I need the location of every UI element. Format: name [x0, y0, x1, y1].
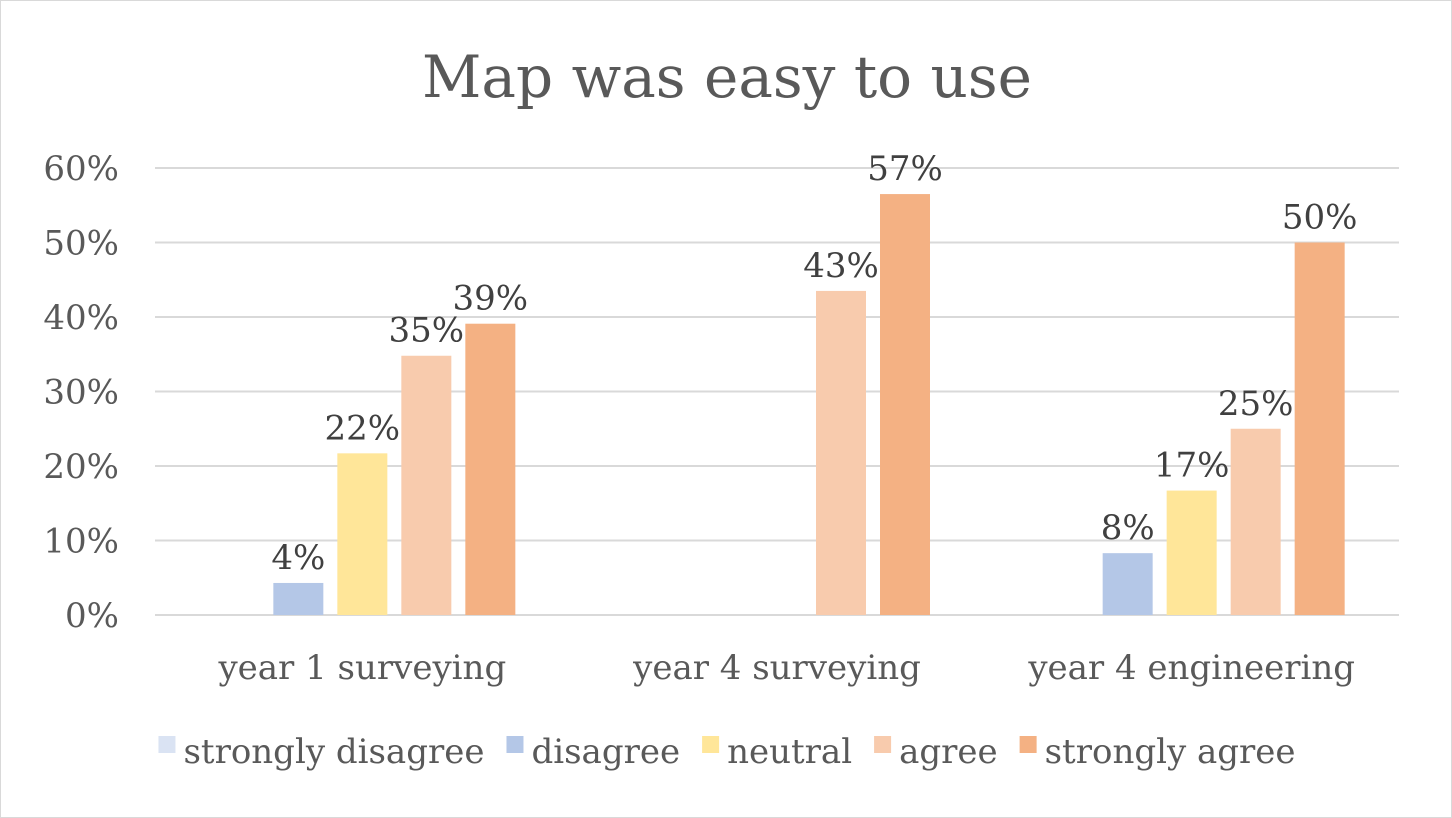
bars	[273, 194, 1345, 615]
legend-label: disagree	[531, 732, 680, 772]
x-category-label: year 4 engineering	[1027, 648, 1355, 688]
legend-swatch	[1019, 736, 1037, 753]
bar-neutral	[337, 453, 388, 615]
data-label: 50%	[1282, 198, 1358, 238]
data-label: 57%	[867, 149, 943, 189]
bar-agree	[401, 355, 452, 615]
bar-neutral	[1166, 490, 1217, 615]
bar-agree	[816, 290, 866, 615]
legend-swatch	[874, 736, 892, 753]
data-label: 8%	[1101, 508, 1155, 548]
y-tick-label: 60%	[43, 149, 119, 189]
legend-swatch	[702, 736, 720, 753]
bar-strongly-agree	[880, 194, 930, 615]
data-label: 35%	[389, 311, 465, 351]
legend-item: strongly agree	[1019, 732, 1296, 772]
chart-title: Map was easy to use	[422, 43, 1032, 111]
bar-disagree	[1102, 553, 1153, 615]
legend-label: strongly disagree	[183, 732, 484, 772]
data-label: 17%	[1154, 446, 1230, 486]
y-axis-ticks: 0% 10% 20% 30% 40% 50% 60%	[43, 149, 119, 636]
bar-disagree	[273, 582, 324, 615]
y-tick-label: 40%	[43, 298, 119, 338]
data-label: 39%	[453, 279, 529, 319]
legend: strongly disagree disagree neutral agree str…	[158, 732, 1296, 772]
y-tick-label: 10%	[43, 522, 119, 562]
data-label: 4%	[271, 538, 325, 578]
legend-swatch	[158, 736, 176, 753]
legend-label: neutral	[727, 732, 852, 772]
data-label: 43%	[803, 246, 879, 286]
bar-strongly-agree	[465, 323, 516, 615]
bar-agree	[1230, 428, 1281, 615]
y-tick-label: 0%	[65, 596, 119, 636]
y-tick-label: 50%	[43, 224, 119, 264]
legend-label: strongly agree	[1045, 732, 1296, 772]
y-tick-label: 20%	[43, 447, 119, 487]
legend-item: strongly disagree	[158, 732, 484, 772]
bar-strongly-agree	[1294, 242, 1345, 615]
legend-swatch	[506, 736, 524, 753]
legend-item: disagree	[506, 732, 680, 772]
data-label: 22%	[325, 408, 401, 448]
legend-item: neutral	[702, 732, 852, 772]
x-axis-categories: year 1 surveying year 4 surveying year 4 e…	[217, 648, 1355, 688]
data-labels: 4% 22% 35%39% 43% 57% 8% 17% 25% 50%	[271, 149, 1357, 578]
x-category-label: year 4 surveying	[632, 648, 921, 688]
y-tick-label: 30%	[43, 373, 119, 413]
x-category-label: year 1 surveying	[217, 648, 506, 688]
data-label: 25%	[1218, 384, 1294, 424]
legend-label: agree	[899, 732, 998, 772]
legend-item: agree	[874, 732, 998, 772]
